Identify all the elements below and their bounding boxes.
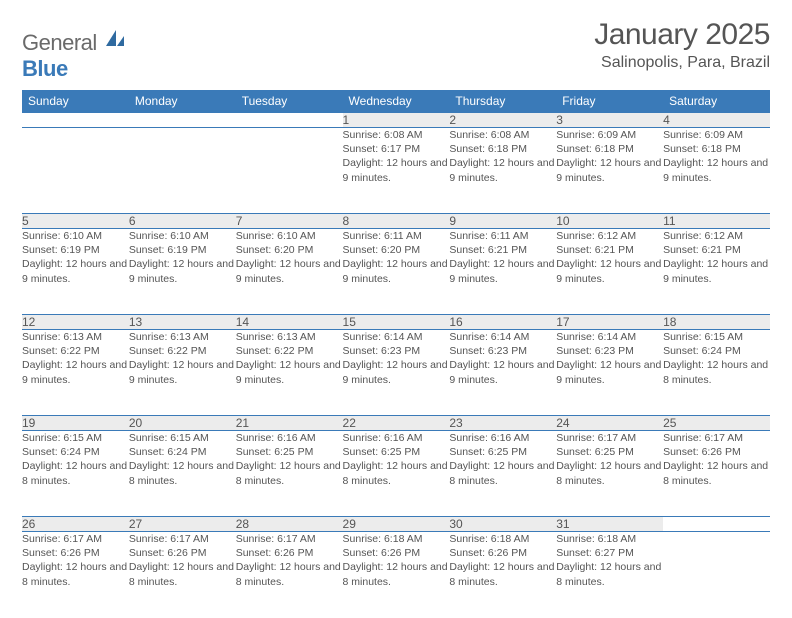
day-number-cell: 13 — [129, 315, 236, 330]
calendar-table: SundayMondayTuesdayWednesdayThursdayFrid… — [22, 90, 770, 618]
day-info-cell: Sunrise: 6:18 AMSunset: 6:26 PMDaylight:… — [449, 532, 556, 618]
day-info-cell: Sunrise: 6:17 AMSunset: 6:26 PMDaylight:… — [236, 532, 343, 618]
day-info-cell: Sunrise: 6:14 AMSunset: 6:23 PMDaylight:… — [343, 330, 450, 416]
day-info-cell: Sunrise: 6:12 AMSunset: 6:21 PMDaylight:… — [663, 229, 770, 315]
weekday-header-row: SundayMondayTuesdayWednesdayThursdayFrid… — [22, 90, 770, 113]
logo-text: General Blue — [22, 28, 126, 82]
day-info-row: Sunrise: 6:15 AMSunset: 6:24 PMDaylight:… — [22, 431, 770, 517]
empty-cell — [22, 128, 129, 214]
logo: General Blue — [22, 18, 126, 82]
day-number-row: 567891011 — [22, 214, 770, 229]
weekday-header: Monday — [129, 90, 236, 113]
day-info-row: Sunrise: 6:10 AMSunset: 6:19 PMDaylight:… — [22, 229, 770, 315]
empty-cell — [663, 517, 770, 532]
month-title: January 2025 — [594, 18, 770, 52]
day-number-cell: 27 — [129, 517, 236, 532]
day-number-cell: 14 — [236, 315, 343, 330]
day-info-cell: Sunrise: 6:16 AMSunset: 6:25 PMDaylight:… — [343, 431, 450, 517]
day-info-cell: Sunrise: 6:08 AMSunset: 6:18 PMDaylight:… — [449, 128, 556, 214]
day-info-cell: Sunrise: 6:13 AMSunset: 6:22 PMDaylight:… — [22, 330, 129, 416]
day-number-cell: 20 — [129, 416, 236, 431]
day-number-cell: 5 — [22, 214, 129, 229]
day-number-cell: 24 — [556, 416, 663, 431]
empty-cell — [236, 128, 343, 214]
empty-cell — [129, 128, 236, 214]
day-number-cell: 3 — [556, 113, 663, 128]
day-number-row: 262728293031 — [22, 517, 770, 532]
day-number-cell: 6 — [129, 214, 236, 229]
empty-cell — [22, 113, 129, 128]
day-info-cell: Sunrise: 6:11 AMSunset: 6:20 PMDaylight:… — [343, 229, 450, 315]
day-number-row: 1234 — [22, 113, 770, 128]
day-number-cell: 21 — [236, 416, 343, 431]
weekday-header: Thursday — [449, 90, 556, 113]
logo-text-2: Blue — [22, 56, 68, 81]
day-info-cell: Sunrise: 6:18 AMSunset: 6:27 PMDaylight:… — [556, 532, 663, 618]
day-info-cell: Sunrise: 6:17 AMSunset: 6:26 PMDaylight:… — [129, 532, 236, 618]
day-number-cell: 29 — [343, 517, 450, 532]
day-number-cell: 17 — [556, 315, 663, 330]
day-info-cell: Sunrise: 6:11 AMSunset: 6:21 PMDaylight:… — [449, 229, 556, 315]
day-number-cell: 22 — [343, 416, 450, 431]
day-number-cell: 15 — [343, 315, 450, 330]
weekday-header: Sunday — [22, 90, 129, 113]
day-info-cell: Sunrise: 6:08 AMSunset: 6:17 PMDaylight:… — [343, 128, 450, 214]
weekday-header: Wednesday — [343, 90, 450, 113]
day-number-cell: 8 — [343, 214, 450, 229]
day-info-cell: Sunrise: 6:10 AMSunset: 6:19 PMDaylight:… — [129, 229, 236, 315]
header-bar: General Blue January 2025 Salinopolis, P… — [22, 18, 770, 82]
weekday-header: Saturday — [663, 90, 770, 113]
day-info-row: Sunrise: 6:08 AMSunset: 6:17 PMDaylight:… — [22, 128, 770, 214]
day-info-cell: Sunrise: 6:13 AMSunset: 6:22 PMDaylight:… — [129, 330, 236, 416]
day-number-cell: 25 — [663, 416, 770, 431]
day-number-cell: 2 — [449, 113, 556, 128]
empty-cell — [663, 532, 770, 618]
day-info-cell: Sunrise: 6:10 AMSunset: 6:20 PMDaylight:… — [236, 229, 343, 315]
day-info-cell: Sunrise: 6:14 AMSunset: 6:23 PMDaylight:… — [449, 330, 556, 416]
day-info-cell: Sunrise: 6:17 AMSunset: 6:26 PMDaylight:… — [22, 532, 129, 618]
day-info-cell: Sunrise: 6:12 AMSunset: 6:21 PMDaylight:… — [556, 229, 663, 315]
day-info-cell: Sunrise: 6:15 AMSunset: 6:24 PMDaylight:… — [129, 431, 236, 517]
day-number-cell: 18 — [663, 315, 770, 330]
day-info-cell: Sunrise: 6:13 AMSunset: 6:22 PMDaylight:… — [236, 330, 343, 416]
day-number-row: 19202122232425 — [22, 416, 770, 431]
empty-cell — [236, 113, 343, 128]
day-number-cell: 31 — [556, 517, 663, 532]
day-info-row: Sunrise: 6:17 AMSunset: 6:26 PMDaylight:… — [22, 532, 770, 618]
day-info-cell: Sunrise: 6:09 AMSunset: 6:18 PMDaylight:… — [556, 128, 663, 214]
weekday-header: Tuesday — [236, 90, 343, 113]
day-info-cell: Sunrise: 6:09 AMSunset: 6:18 PMDaylight:… — [663, 128, 770, 214]
day-number-cell: 11 — [663, 214, 770, 229]
day-number-cell: 1 — [343, 113, 450, 128]
day-info-row: Sunrise: 6:13 AMSunset: 6:22 PMDaylight:… — [22, 330, 770, 416]
day-info-cell: Sunrise: 6:16 AMSunset: 6:25 PMDaylight:… — [236, 431, 343, 517]
day-info-cell: Sunrise: 6:10 AMSunset: 6:19 PMDaylight:… — [22, 229, 129, 315]
day-number-cell: 26 — [22, 517, 129, 532]
day-number-cell: 9 — [449, 214, 556, 229]
day-number-cell: 30 — [449, 517, 556, 532]
title-block: January 2025 Salinopolis, Para, Brazil — [594, 18, 770, 72]
day-info-cell: Sunrise: 6:15 AMSunset: 6:24 PMDaylight:… — [663, 330, 770, 416]
logo-text-1: General — [22, 30, 97, 55]
day-number-cell: 10 — [556, 214, 663, 229]
day-info-cell: Sunrise: 6:15 AMSunset: 6:24 PMDaylight:… — [22, 431, 129, 517]
day-number-cell: 23 — [449, 416, 556, 431]
day-info-cell: Sunrise: 6:17 AMSunset: 6:25 PMDaylight:… — [556, 431, 663, 517]
day-number-cell: 19 — [22, 416, 129, 431]
day-number-cell: 4 — [663, 113, 770, 128]
logo-sail-icon — [104, 28, 126, 56]
day-info-cell: Sunrise: 6:16 AMSunset: 6:25 PMDaylight:… — [449, 431, 556, 517]
location-subtitle: Salinopolis, Para, Brazil — [594, 54, 770, 72]
day-number-cell: 12 — [22, 315, 129, 330]
empty-cell — [129, 113, 236, 128]
day-info-cell: Sunrise: 6:18 AMSunset: 6:26 PMDaylight:… — [343, 532, 450, 618]
day-number-row: 12131415161718 — [22, 315, 770, 330]
day-info-cell: Sunrise: 6:17 AMSunset: 6:26 PMDaylight:… — [663, 431, 770, 517]
day-number-cell: 7 — [236, 214, 343, 229]
weekday-header: Friday — [556, 90, 663, 113]
day-number-cell: 28 — [236, 517, 343, 532]
day-info-cell: Sunrise: 6:14 AMSunset: 6:23 PMDaylight:… — [556, 330, 663, 416]
day-number-cell: 16 — [449, 315, 556, 330]
